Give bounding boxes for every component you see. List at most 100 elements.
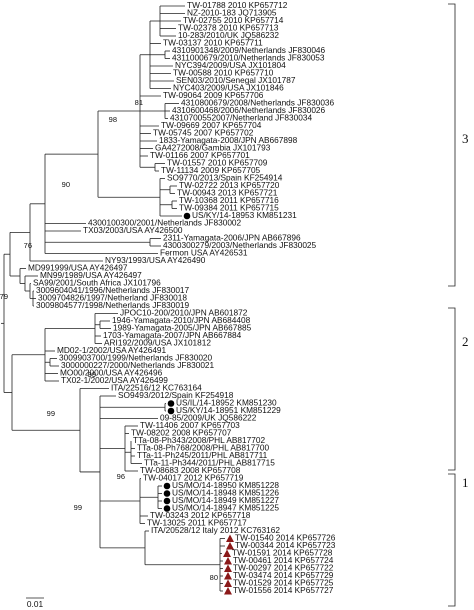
clade-label: 1	[462, 475, 469, 490]
leaf-label: TW-02722 2013 KP657720	[179, 180, 280, 190]
circle-marker	[163, 490, 171, 497]
leaf-label: TW-01788 2010 KP657712	[187, 0, 288, 10]
leaf-label: GA4272008/Gambia JX101793	[155, 143, 271, 153]
bootstrap-value: 79	[0, 292, 8, 301]
leaf-label: TW-00297 2014 KP657722	[233, 563, 334, 573]
leaf-label: US/IL/14-18952 KM851230	[176, 398, 277, 408]
leaf-label: 1833-Yamagata-2008/JPN AB667898	[159, 135, 298, 145]
leaf-label: 3009903700/1999/Netherlands JF830020	[59, 353, 213, 363]
leaf-label: 09-85/2009/UK JQ586222	[160, 413, 257, 423]
leaf-label: TW-08202 2008 KP657707	[131, 428, 232, 438]
leaf-label: TW-02755 2010 KP657714	[183, 15, 284, 25]
leaf-label: TW-00344 2014 KP657723	[235, 540, 336, 550]
triangle-marker	[224, 572, 232, 580]
leaf-label: 1703-Yamagata-2007/JPN AB667884	[103, 330, 242, 340]
leaf-label: TW-11406 2007 KP657703	[140, 420, 240, 430]
clade-label: 3	[462, 131, 469, 146]
leaf-label: TTa-08-Ph343/2008/PHL AB817702	[133, 435, 265, 445]
bootstrap-value: 99	[74, 503, 82, 512]
circle-marker	[163, 505, 171, 512]
circle-marker	[163, 497, 171, 505]
leaf-label: 4310800679/2008/Netherlands JF830036	[181, 98, 335, 108]
circle-marker	[183, 212, 191, 220]
leaf-label: US/MO/14-18950 KM851228	[172, 480, 279, 490]
leaf-label: NY93/1993/USA AY426490	[105, 255, 206, 265]
leaf-label: NYC394/2009/USA JX101804	[175, 60, 286, 70]
leaf-label: 10-283/2010/UK JQ586232	[178, 30, 279, 40]
leaf-label: 3009804577/1998/Netherlands JF830019	[36, 300, 190, 310]
leaf-label: TW-09384 2011 KP657715	[179, 203, 279, 213]
leaf-label: NYC403/2009/USA JX101846	[173, 83, 284, 93]
leaf-label: 3009704826/1997/Netherland JF830018	[38, 293, 187, 303]
leaf-label: TW-11134 2009 KP657705	[161, 165, 261, 175]
bootstrap-value: 99	[47, 409, 55, 418]
leaf-label: TW-04017 2012 KP657719	[143, 473, 244, 483]
bootstrap-value: 76	[24, 241, 32, 250]
leaf-label: 4300300279/2003/Netherlands JF830025	[163, 240, 317, 250]
leaf-label: 1946-Yamagata-2010/JPN AB684408	[112, 315, 251, 325]
leaf-label: Fermon USA AY426531	[160, 248, 248, 258]
leaf-label: US/MO/14-18948 KM851226	[172, 488, 279, 498]
leaf-label: ITA/20528/12 Italy 2012 KC763162	[151, 525, 280, 535]
leaf-label: US/KY/14-18953 KM851231	[192, 210, 297, 220]
leaf-label: 1989-Yamagata-2005/JPN AB667885	[113, 323, 252, 333]
clade-bracket	[448, 473, 456, 607]
leaf-label: US/MO/14-18949 KM851227	[172, 495, 279, 505]
leaf-label: TW-02378 2010 KP657713	[178, 23, 279, 33]
leaf-label: TW-01166 2007 KP657701	[150, 150, 250, 160]
triangle-marker	[226, 534, 234, 542]
leaf-label: US/MO/14-18947 KM851225	[172, 503, 279, 513]
leaf-label: TW-09669 2007 KP657704	[161, 120, 262, 130]
leaf-label: TW-01529 2014 KP657725	[233, 578, 334, 588]
leaf-label: TX03/2003/USA AY426500	[83, 225, 183, 235]
leaf-label: 4310600468/2006/Netherlands JF830026	[172, 105, 326, 115]
clade-bracket	[448, 3, 456, 287]
circle-marker	[163, 482, 171, 490]
leaf-label: NZ-2010-183 JQ713905	[187, 8, 277, 18]
clade-bracket	[448, 307, 456, 471]
leaf-label: MO00/2000/USA AY426496	[60, 368, 163, 378]
leaf-label: SEN03/2010/Senegal JX101787	[176, 75, 296, 85]
triangle-marker	[223, 549, 231, 557]
leaf-label: MD991999/USA AY426497	[28, 263, 128, 273]
leaf-label: TTa-08-Ph768/2008/PHL AB817700	[137, 443, 269, 453]
leaf-label: 4310901348/2009/Netherlands JF830046	[172, 45, 326, 55]
bootstrap-value: 80	[210, 573, 218, 582]
leaf-label: TW-03474 2014 KP657729	[233, 570, 334, 580]
leaf-label: 4300100300/2001/Netherlands JF830002	[88, 218, 242, 228]
leaf-label: ARI192/2009/USA JX101812	[104, 338, 211, 348]
leaf-label: TW-09064 2009 KP657706	[163, 90, 264, 100]
triangle-marker	[224, 557, 232, 565]
leaf-label: 3009604041/1996/Netherlands JF830017	[36, 285, 190, 295]
leaf-label: MN99/1989/USA AY426497	[40, 270, 142, 280]
bootstrap-value: 98	[109, 115, 117, 124]
triangle-marker	[224, 587, 232, 595]
leaf-label: TW-10368 2011 KP657716	[179, 195, 279, 205]
leaf-label: TW-00461 2014 KP657724	[233, 555, 334, 565]
leaf-label: TW-01591 2014 KP657728	[232, 548, 333, 558]
bootstrap-value: 81	[135, 98, 143, 107]
leaf-label: SO9493/2012/Spain KF254918	[118, 390, 234, 400]
leaf-label: TW-03243 2012 KP657718	[150, 510, 251, 520]
bootstrap-value: 96	[117, 472, 125, 481]
branches	[1, 5, 225, 592]
leaf-label: TW-00943 2013 KP657721	[177, 188, 278, 198]
leaf-label: TW-08683 2008 KP657708	[140, 465, 241, 475]
leaf-label: ITA/22516/12 KC763164	[111, 383, 202, 393]
leaf-label: TW-13025 2011 KP657717	[147, 518, 247, 528]
triangle-marker	[224, 579, 232, 587]
leaf-label: TW-03137 2010 KP657711	[163, 38, 263, 48]
leaf-label: MD02-1/2002/USA AY426491	[57, 345, 167, 355]
leaf-label: 4311000679/2010/Netherlands JF830053	[172, 53, 325, 63]
bootstrap-value: 90	[62, 180, 70, 189]
leaf-label: TW-00588 2010 KP657710	[173, 68, 274, 78]
circle-marker	[167, 400, 175, 407]
leaf-label: TW-01540 2014 KP657726	[235, 533, 336, 543]
leaf-label: TX02-1/2002/USA AY426499	[61, 375, 168, 385]
bootstrap-value: 99	[88, 370, 96, 379]
circle-marker	[167, 407, 175, 415]
leaf-label: TW-05745 2007 KP657702	[153, 128, 254, 138]
leaf-label: TW-01556 2014 KP657727	[233, 585, 334, 595]
triangle-marker	[224, 564, 232, 572]
